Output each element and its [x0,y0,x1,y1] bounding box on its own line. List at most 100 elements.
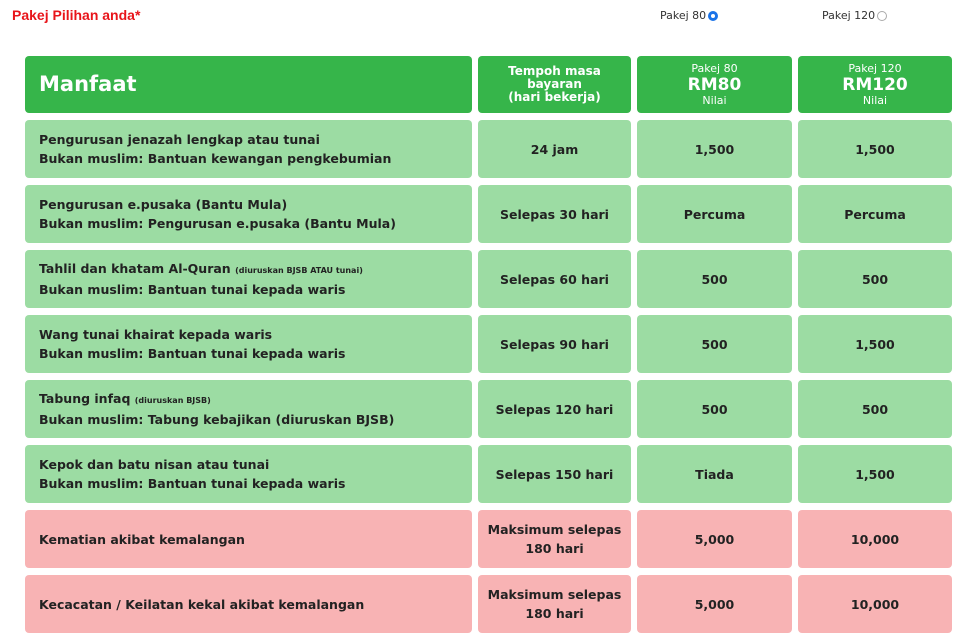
package-sub: Nilai [862,93,888,107]
radio-button[interactable] [708,10,719,21]
benefit: Kepok dan batu nisan atau tunai [39,457,270,472]
period: Selepas 120 hari [495,401,614,417]
value-cell: 500 [637,250,792,308]
benefit-cell: Kematian akibat kemalangan [25,510,472,568]
benefit: Kematian akibat kemalangan [39,531,245,547]
value-cell: 500 [637,380,792,438]
value-cell: 5,000 [637,510,792,568]
benefit: Wang tunai khairat kepada waris [39,327,273,342]
value-cell: 500 [798,250,952,308]
period-cell: Selepas 150 hari [478,445,631,503]
package-price: RM80 [687,74,742,95]
non-muslim-line: Bukan muslim: Tabung kebajikan (diuruska… [39,412,395,427]
benefit-cell: Pengurusan jenazah lengkap atau tunai Buk… [25,120,472,178]
non-muslim-line: Bukan muslim: Pengurusan e.pusaka (Bantu… [39,216,396,231]
header-line: Tempoh masa [508,64,601,78]
value: 1,500 [694,141,735,157]
header-cell: Manfaat [25,56,472,113]
benefit-line: Pengurusan e.pusaka (Bantu Mula) [39,195,472,214]
non-muslim-line: Bukan muslim: Bantuan tunai kepada waris [39,476,346,491]
benefit-cell: Wang tunai khairat kepada waris Bukan mus… [25,315,472,373]
header-cell: Tempoh masa bayaran (hari bekerja) [478,56,631,113]
period-line: Maksimum selepas [487,587,622,602]
period: Selepas 90 hari [500,336,609,352]
benefit: Pengurusan jenazah lengkap atau tunai [39,132,320,147]
period: 24 jam [530,141,579,157]
non-muslim-line: Bukan muslim: Bantuan kewangan pengkebum… [39,151,392,166]
package-name: Pakej 80 [691,61,738,75]
benefit-cell: Kepok dan batu nisan atau tunai Bukan mus… [25,445,472,503]
value: 500 [701,401,728,417]
benefit-line: Pengurusan jenazah lengkap atau tunai [39,130,472,149]
value: 500 [861,271,889,287]
benefit-line: Wang tunai khairat kepada waris [39,325,472,344]
period-cell: 24 jam [478,120,631,178]
value-cell: Percuma [637,185,792,243]
value: 1,500 [855,466,895,482]
value: Tiada [695,466,734,482]
header-cell: Pakej 120 RM120 Nilai [798,56,952,113]
value: 1,500 [855,141,895,157]
value: 5,000 [694,596,735,612]
value-cell: 1,500 [798,120,952,178]
package-option[interactable]: Pakej 120 [822,9,888,22]
period: Selepas 150 hari [495,466,614,482]
period: Selepas 60 hari [500,271,609,287]
value: 500 [701,336,728,352]
benefit-line: Kecacatan / Keilatan kekal akibat kemala… [39,595,472,614]
value-cell: 1,500 [637,120,792,178]
option-label: Pakej 120 [822,9,876,22]
value: 10,000 [850,531,900,547]
period: Selepas 30 hari [500,206,609,222]
radio-button[interactable] [877,10,888,21]
value: 10,000 [850,596,900,612]
header-text: Manfaat [39,72,137,96]
period-cell: Selepas 120 hari [478,380,631,438]
value: Percuma [683,206,746,222]
value-cell: 500 [637,315,792,373]
period-cell: Selepas 60 hari [478,250,631,308]
period-line: 180 hari [525,541,584,556]
benefit-line: Kepok dan batu nisan atau tunai [39,455,472,474]
period-cell: Selepas 90 hari [478,315,631,373]
benefit-table: Manfaat Tempoh masa bayaran (hari bekerja) P… [25,56,952,633]
benefit: Kecacatan / Keilatan kekal akibat kemala… [39,596,365,612]
value-cell: 5,000 [637,575,792,633]
period-cell: Selepas 30 hari [478,185,631,243]
value: 5,000 [694,531,735,547]
benefit-cell: Pengurusan e.pusaka (Bantu Mula) Bukan mu… [25,185,472,243]
benefit-line: Tabung infaq (diuruskan BJSB) [39,389,472,410]
value-cell: 500 [798,380,952,438]
header-line: (hari bekerja) [508,90,601,104]
benefit: Tahlil dan khatam Al-Quran [39,261,231,276]
period-line: Maksimum selepas [487,522,622,537]
non-muslim-line: Bukan muslim: Bantuan tunai kepada waris [39,282,346,297]
package-sub: Nilai [702,93,727,107]
value: 500 [701,271,728,287]
benefit-line: Tahlil dan khatam Al-Quran (diuruskan BJ… [39,259,472,280]
benefit-cell: Tabung infaq (diuruskan BJSB) Bukan musli… [25,380,472,438]
value-cell: 10,000 [798,575,952,633]
value: 1,500 [855,336,895,352]
package-price: RM120 [842,74,908,95]
benefit: Tabung infaq [39,391,131,406]
package-name: Pakej 120 [848,61,902,75]
period-line: 180 hari [525,606,584,621]
value-cell: 1,500 [798,445,952,503]
header-line: bayaran [527,77,582,91]
package-option[interactable]: Pakej 80 [660,9,719,22]
benefit-note: (diuruskan BJSB ATAU tunai) [235,266,363,275]
value: 500 [861,401,889,417]
period-cell: Maksimum selepas 180 hari [478,510,631,568]
value: Percuma [844,206,906,222]
benefit-cell: Tahlil dan khatam Al-Quran (diuruskan BJ… [25,250,472,308]
value-cell: 1,500 [798,315,952,373]
benefit-cell: Kecacatan / Keilatan kekal akibat kemala… [25,575,472,633]
option-label: Pakej 80 [660,9,707,22]
benefit-note: (diuruskan BJSB) [134,396,211,405]
title: Pakej Pilihan anda* [12,7,141,23]
benefit-line: Kematian akibat kemalangan [39,530,472,549]
non-muslim-line: Bukan muslim: Bantuan tunai kepada waris [39,346,346,361]
header-cell: Pakej 80 RM80 Nilai [637,56,792,113]
